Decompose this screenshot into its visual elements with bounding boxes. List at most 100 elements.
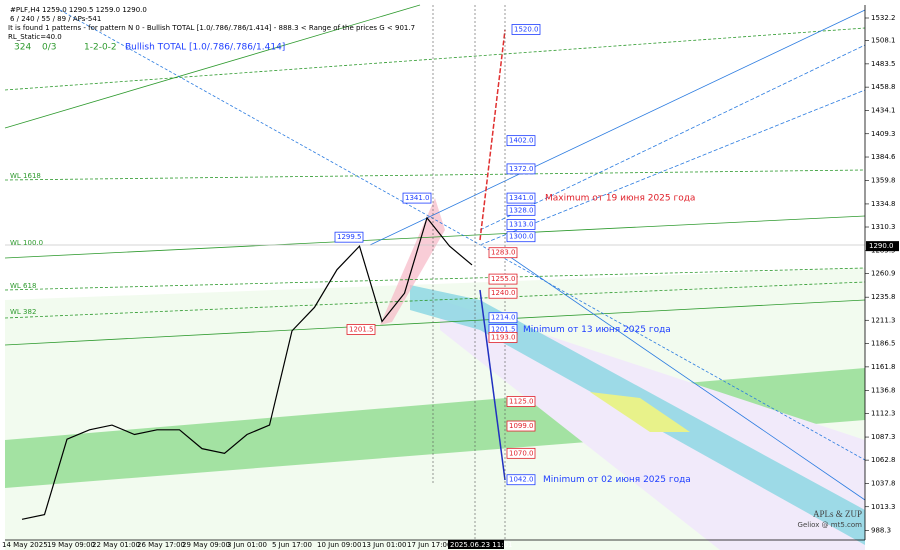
level-box <box>506 420 536 432</box>
x-tick-label: 26 May 17:00 <box>137 541 185 549</box>
level-label: 1283.0 <box>491 249 516 257</box>
level-box <box>506 396 536 407</box>
forecast-line <box>479 289 506 481</box>
watermark: APLs & ZUP <box>813 509 862 519</box>
y-tick-label: 1532.2 <box>871 14 896 22</box>
level-label: 1255.0 <box>491 275 516 283</box>
level-box <box>511 24 541 35</box>
fib-label: WL 100.0 <box>10 239 43 247</box>
trend-line <box>4 4 421 129</box>
level-label: 1341.0 <box>509 194 534 202</box>
y-tick-label: 1186.5 <box>871 340 896 348</box>
y-tick-label: 1334.8 <box>871 200 896 208</box>
annotation: Maximum от 19 июня 2025 года <box>545 194 695 204</box>
y-tick-label: 1087.3 <box>871 433 896 441</box>
level-box <box>334 231 364 243</box>
y-tick-label: 1260.9 <box>871 270 896 278</box>
level-label: 1193.0 <box>491 333 516 341</box>
trend-line <box>4 299 866 346</box>
x-tick-label: 29 May 09:00 <box>182 541 230 549</box>
x-tick-label: 13 Jun 01:00 <box>362 541 406 549</box>
stat: 0/3 <box>42 43 56 53</box>
y-tick-label: 1384.6 <box>871 153 896 161</box>
y-tick-label: 1310.3 <box>871 223 896 231</box>
target-zone <box>590 392 690 432</box>
header-line: It is found 1 patterns - for pattern N 0… <box>8 24 415 32</box>
y-tick-label: 1112.3 <box>871 410 896 418</box>
level-box <box>488 247 518 259</box>
level-label: 1402.0 <box>509 137 534 145</box>
level-box <box>506 135 536 147</box>
current-price-box <box>866 241 899 252</box>
level-box <box>506 204 536 216</box>
level-box <box>346 324 376 335</box>
x-tick-label: 14 May 2025 <box>2 541 48 549</box>
price-line <box>21 216 473 520</box>
level-box <box>488 273 518 285</box>
trend-line <box>4 281 866 319</box>
level-label: 1341.0 <box>405 194 430 202</box>
fib-label: WL 618 <box>10 282 36 290</box>
level-label: 1299.5 <box>337 233 362 241</box>
level-label: 1070.0 <box>509 449 534 457</box>
level-label: 1300.0 <box>509 233 534 241</box>
level-label: 1201.5 <box>491 325 516 333</box>
y-tick-label: 1037.8 <box>871 480 896 488</box>
header-line: #PLF,H4 1259.0 1290.5 1259.0 1290.0 <box>10 6 147 14</box>
level-box <box>506 474 536 486</box>
annotation: Minimum от 02 июня 2025 года <box>543 475 691 485</box>
header-line: 6 / 240 / 55 / 89 / APs-541 <box>10 15 101 23</box>
level-box <box>506 163 536 175</box>
level-box <box>506 447 536 459</box>
level-box <box>488 332 518 343</box>
level-box <box>488 287 518 299</box>
y-tick-label: 1013.3 <box>871 503 896 511</box>
level-box <box>402 192 432 204</box>
level-box <box>506 192 536 204</box>
header: #PLF,H4 1259.0 1290.5 1259.0 1290.0 6 / … <box>8 6 415 53</box>
level-label: 1099.0 <box>509 422 534 430</box>
level-label: 1042.0 <box>509 476 534 484</box>
level-label: 1240.0 <box>491 289 516 297</box>
x-tick-label: 19 May 09:00 <box>47 541 95 549</box>
y-tick-label: 1136.8 <box>871 386 896 394</box>
stat: 1-2-0-2 <box>84 43 117 53</box>
header-line: RL_Static=40.0 <box>8 33 62 41</box>
forecast-line <box>479 29 506 241</box>
y-tick-label: 1211.3 <box>871 316 896 324</box>
y-tick-label: 1483.5 <box>871 60 896 68</box>
level-box <box>506 231 536 243</box>
level-label: 1125.0 <box>509 398 534 406</box>
trend-lines <box>4 4 866 346</box>
level-label: 1313.0 <box>509 220 534 228</box>
x-tick-label: 3 Jun 01:00 <box>227 541 267 549</box>
watermark: Geliox @ mt5.com <box>798 521 863 529</box>
annotation: Minimum от 13 июня 2025 года <box>523 325 671 335</box>
y-tick-label: 1359.8 <box>871 176 896 184</box>
cursor-time: 2025.06.23 11:01 <box>450 541 512 549</box>
blue-line <box>479 44 866 231</box>
trend-line <box>4 267 866 291</box>
level-box <box>488 312 518 324</box>
y-tick-label: 1161.8 <box>871 363 896 371</box>
level-label: 1372.0 <box>509 165 534 173</box>
blue-lines <box>59 9 866 501</box>
cursor-time-box <box>448 540 504 549</box>
blue-line <box>369 9 866 246</box>
pattern-name: Bullish TOTAL [1.0/.786/.786/1.414] <box>125 43 285 53</box>
x-tick-label: 22 May 01:00 <box>92 541 140 549</box>
level-label: 1520.0 <box>514 25 539 33</box>
trend-line <box>4 215 866 259</box>
y-tick-label: 1062.8 <box>871 456 896 464</box>
y-tick-label: 1508.1 <box>871 37 896 45</box>
pink-wedge <box>380 198 445 325</box>
level-label: 1201.5 <box>349 325 374 333</box>
blue-line <box>499 249 866 501</box>
y-tick-label: 988.3 <box>871 526 891 534</box>
blue-line <box>479 89 866 246</box>
blue-line <box>59 9 866 461</box>
level-box <box>506 219 536 230</box>
trend-line <box>4 27 866 91</box>
level-label: 1214.0 <box>491 314 516 322</box>
